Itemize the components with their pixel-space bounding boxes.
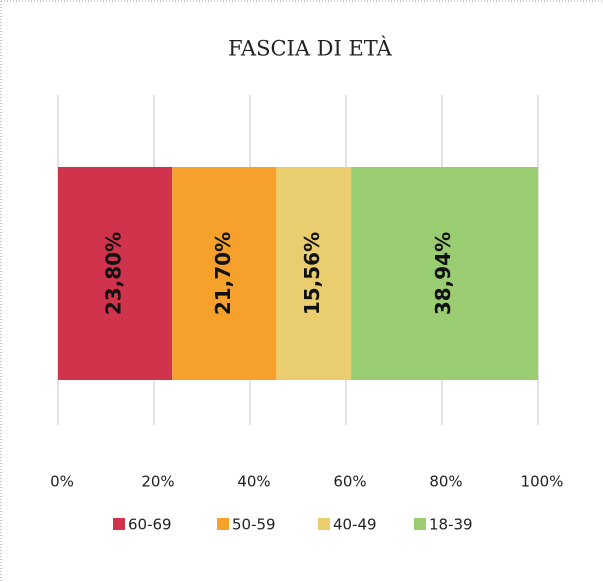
legend-swatch	[217, 518, 229, 530]
data-label: 15,56%	[300, 232, 324, 315]
data-label: 38,94%	[431, 232, 455, 315]
x-tick-label: 0%	[50, 473, 74, 491]
x-tick-label: 20%	[141, 473, 174, 491]
legend-swatch	[414, 518, 426, 530]
legend-label: 60-69	[128, 516, 172, 534]
x-tick-label: 60%	[333, 473, 366, 491]
legend-label: 40-49	[333, 516, 377, 534]
data-label: 21,70%	[211, 232, 235, 315]
bar-segment	[58, 167, 173, 380]
x-tick-label: 40%	[237, 473, 270, 491]
legend-swatch	[318, 518, 330, 530]
data-label: 23,80%	[102, 232, 126, 315]
chart-title: FASCIA DI ETÀ	[228, 37, 392, 61]
bar-segment	[172, 167, 277, 380]
x-tick-label: 80%	[429, 473, 462, 491]
bar-segment	[351, 167, 538, 380]
x-tick-label: 100%	[521, 473, 564, 491]
legend-label: 18-39	[429, 516, 473, 534]
bar-segment	[276, 167, 352, 380]
legend-label: 50-59	[232, 516, 276, 534]
legend-swatch	[113, 518, 125, 530]
